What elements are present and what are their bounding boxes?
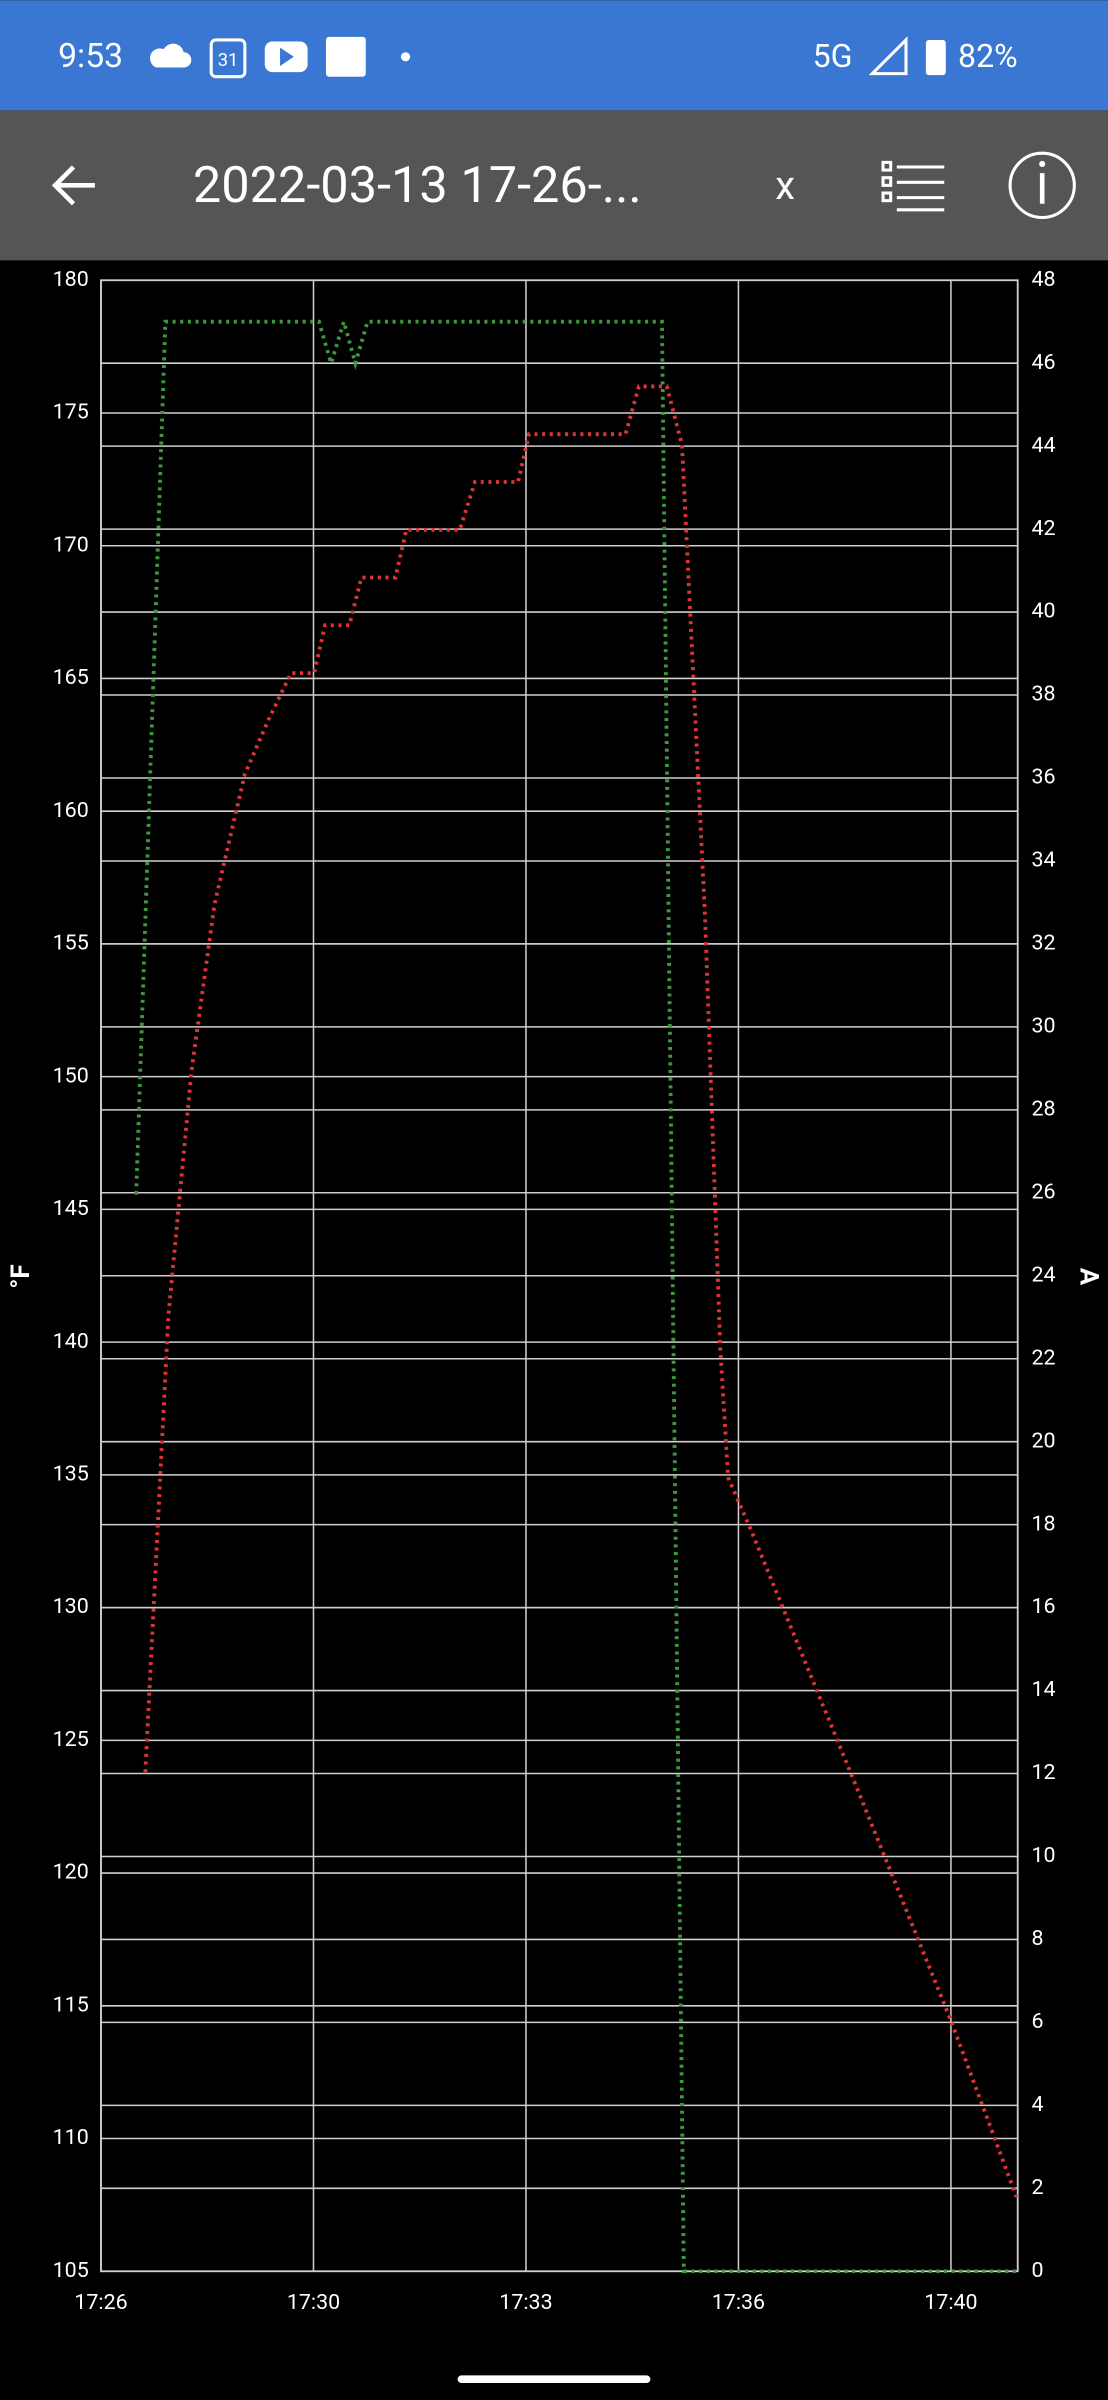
y-tick-label: 115 xyxy=(53,1992,89,2017)
calendar-icon xyxy=(209,38,247,79)
y2-tick-label: 36 xyxy=(1031,765,1055,790)
y2-axis-label: A xyxy=(1073,1268,1103,1286)
y2-tick-label: 42 xyxy=(1031,516,1055,541)
y-tick-label: 135 xyxy=(53,1462,89,1487)
x-tick-label: 17:26 xyxy=(74,2290,127,2315)
data-line xyxy=(143,384,1019,2198)
back-button[interactable] xyxy=(51,165,95,206)
y2-tick-label: 34 xyxy=(1031,848,1055,873)
play-glyph xyxy=(280,47,294,66)
y-tick-label: 155 xyxy=(53,931,89,956)
y2-tick-label: 40 xyxy=(1031,599,1055,624)
y2-tick-label: 20 xyxy=(1031,1428,1055,1453)
y2-tick-label: 24 xyxy=(1031,1262,1055,1287)
battery-icon xyxy=(925,39,946,76)
y2-tick-label: 32 xyxy=(1031,931,1055,956)
y-tick-label: 150 xyxy=(53,1063,89,1088)
y-tick-label: 180 xyxy=(53,267,89,292)
y2-tick-label: 12 xyxy=(1031,1760,1055,1785)
y2-tick-label: 10 xyxy=(1031,1843,1055,1868)
home-indicator[interactable] xyxy=(457,2375,651,2383)
y-tick-label: 165 xyxy=(53,665,89,690)
y2-tick-label: 6 xyxy=(1031,2009,1043,2034)
y-tick-label: 170 xyxy=(53,532,89,557)
status-time: 9:53 xyxy=(58,37,123,76)
battery-level: 82% xyxy=(958,37,1018,75)
list-button[interactable] xyxy=(881,160,945,212)
y2-tick-label: 18 xyxy=(1031,1511,1055,1536)
y-tick-label: 140 xyxy=(53,1329,89,1354)
y2-tick-label: 8 xyxy=(1031,1926,1043,1951)
y2-tick-label: 22 xyxy=(1031,1345,1055,1370)
y-tick-label: 130 xyxy=(53,1594,89,1619)
cloud-icon xyxy=(149,43,192,68)
y-tick-label: 110 xyxy=(53,2125,89,2150)
data-line xyxy=(134,314,1018,2274)
y-tick-label: 105 xyxy=(53,2258,89,2283)
chart: 1051101151201251301351401451501551601651… xyxy=(6,267,1103,2315)
y2-tick-label: 48 xyxy=(1031,267,1055,292)
info-button[interactable] xyxy=(1008,151,1076,220)
y2-tick-label: 26 xyxy=(1031,1179,1055,1204)
y-axis-label: °F xyxy=(6,1264,36,1288)
app-icon xyxy=(325,36,366,77)
y2-tick-label: 28 xyxy=(1031,1096,1055,1121)
y-tick-label: 175 xyxy=(53,400,89,425)
x-tick-label: 17:30 xyxy=(287,2290,340,2315)
y2-tick-label: 2 xyxy=(1031,2175,1043,2200)
y2-tick-label: 46 xyxy=(1031,350,1055,375)
y-tick-label: 160 xyxy=(53,798,89,823)
calendar-day: 31 xyxy=(218,50,239,71)
y2-tick-label: 44 xyxy=(1031,433,1055,458)
y2-tick-label: 38 xyxy=(1031,682,1055,707)
y-tick-label: 125 xyxy=(53,1727,89,1752)
y2-tick-label: 0 xyxy=(1031,2258,1043,2283)
dot-icon xyxy=(400,52,411,62)
toolbar xyxy=(0,110,1108,261)
y2-tick-label: 30 xyxy=(1031,1014,1055,1039)
plot-frame xyxy=(100,279,1019,2273)
toolbar-title: 2022-03-13 17-26-... xyxy=(193,156,642,215)
x-tick-label: 17:36 xyxy=(712,2290,765,2315)
close-button[interactable]: x xyxy=(775,162,795,209)
y-tick-label: 145 xyxy=(53,1196,89,1221)
network-type: 5G xyxy=(813,37,853,75)
x-tick-label: 17:40 xyxy=(924,2290,977,2315)
y2-tick-label: 16 xyxy=(1031,1594,1055,1619)
y2-tick-label: 4 xyxy=(1031,2092,1043,2117)
y2-tick-label: 14 xyxy=(1031,1677,1055,1702)
y-tick-label: 120 xyxy=(53,1860,89,1885)
x-tick-label: 17:33 xyxy=(499,2290,552,2315)
signal-icon xyxy=(868,36,908,76)
